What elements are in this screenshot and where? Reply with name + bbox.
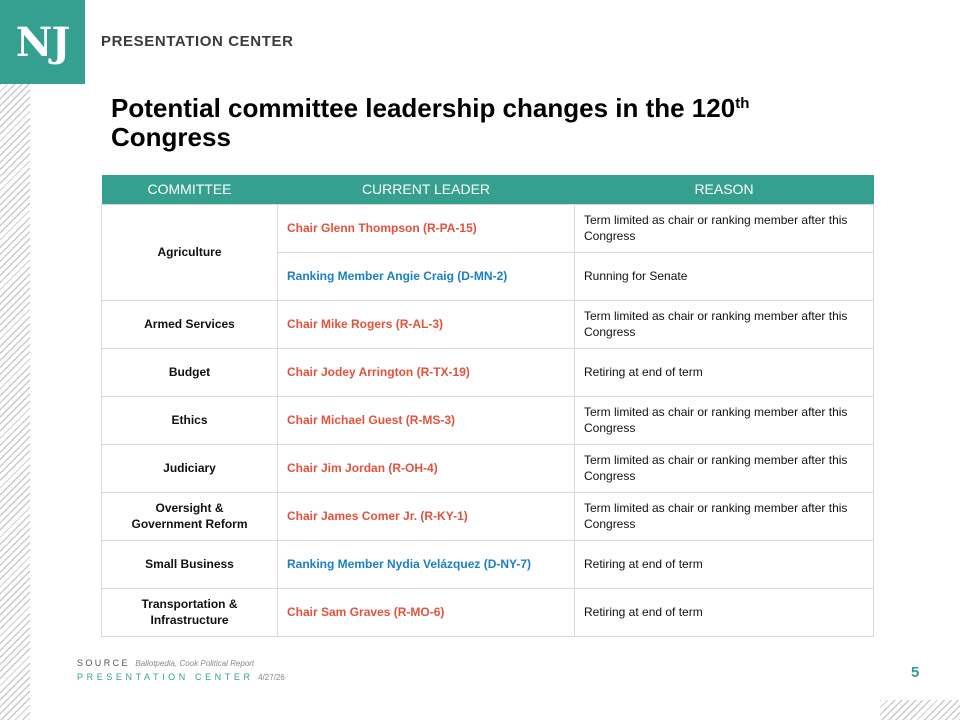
reason-cell: Retiring at end of term: [574, 587, 874, 637]
committee-table: COMMITTEE CURRENT LEADER REASON Agricult…: [101, 175, 874, 637]
committee-cell: Transportation & Infrastructure: [101, 587, 278, 637]
committee-name: Transportation & Infrastructure: [141, 597, 238, 627]
committee-name: Oversight & Government Reform: [131, 501, 248, 531]
reason-cell: Term limited as chair or ranking member …: [574, 299, 874, 349]
reason-cell: Term limited as chair or ranking member …: [574, 443, 874, 493]
table-row: Oversight & Government Reform Chair Jame…: [101, 491, 874, 541]
page-number: 5: [911, 664, 920, 681]
source-label: SOURCE: [77, 658, 130, 668]
logo-text: NJ: [15, 18, 70, 66]
reason-cell: Term limited as chair or ranking member …: [574, 395, 874, 445]
table-row: Transportation & Infrastructure Chair Sa…: [101, 587, 874, 637]
hatch-decoration-right: [880, 700, 960, 720]
committee-cell: Agriculture: [101, 203, 278, 301]
nj-logo: NJ: [0, 0, 85, 84]
slide-title: Potential committee leadership changes i…: [111, 94, 851, 152]
reason-cell: Running for Senate: [574, 251, 874, 301]
title-end: Congress: [111, 122, 231, 152]
reason-cell: Retiring at end of term: [574, 539, 874, 589]
table-row: Judiciary Chair Jim Jordan (R-OH-4) Term…: [101, 443, 874, 493]
brand-label: PRESENTATION CENTER: [101, 33, 294, 50]
header-reason: REASON: [574, 175, 874, 204]
table-row: Ethics Chair Michael Guest (R-MS-3) Term…: [101, 395, 874, 445]
leader-cell: Chair Sam Graves (R-MO-6): [277, 587, 575, 637]
source-value: Ballotpedia, Cook Political Report: [135, 659, 255, 668]
leader-cell: Chair Jodey Arrington (R-TX-19): [277, 347, 575, 397]
committee-cell: Oversight & Government Reform: [101, 491, 278, 541]
reason-cell: Term limited as chair or ranking member …: [574, 491, 874, 541]
table-row: Budget Chair Jodey Arrington (R-TX-19) R…: [101, 347, 874, 397]
header-current-leader: CURRENT LEADER: [277, 175, 575, 204]
title-superscript: th: [735, 95, 750, 112]
table-row: Armed Services Chair Mike Rogers (R-AL-3…: [101, 299, 874, 349]
footer-date: 4/27/26: [258, 673, 285, 682]
committee-cell: Armed Services: [101, 299, 278, 349]
footer-center-label: PRESENTATION CENTER: [77, 672, 254, 682]
table-row: Ranking Member Angie Craig (D-MN-2) Runn…: [102, 251, 874, 301]
committee-cell: Budget: [101, 347, 278, 397]
source-line: SOURCE Ballotpedia, Cook Political Repor…: [77, 658, 254, 668]
title-main: Potential committee leadership changes i…: [111, 93, 736, 123]
leader-cell: Chair Mike Rogers (R-AL-3): [277, 299, 575, 349]
table-header-row: COMMITTEE CURRENT LEADER REASON: [101, 175, 874, 204]
committee-cell: Judiciary: [101, 443, 278, 493]
leader-cell: Ranking Member Nydia Velázquez (D-NY-7): [277, 539, 575, 589]
table-row: Small Business Ranking Member Nydia Velá…: [101, 539, 874, 589]
committee-cell: Ethics: [101, 395, 278, 445]
leader-cell: Chair Jim Jordan (R-OH-4): [277, 443, 575, 493]
leader-cell: Chair Michael Guest (R-MS-3): [277, 395, 575, 445]
leader-cell: Chair James Comer Jr. (R-KY-1): [277, 491, 575, 541]
leader-cell: Ranking Member Angie Craig (D-MN-2): [277, 251, 575, 301]
hatch-decoration-left: [0, 84, 30, 720]
leader-cell: Chair Glenn Thompson (R-PA-15): [277, 203, 575, 253]
footer-presentation-center: PRESENTATION CENTER 4/27/26: [77, 672, 285, 682]
reason-cell: Retiring at end of term: [574, 347, 874, 397]
committee-cell: Small Business: [101, 539, 278, 589]
header-committee: COMMITTEE: [101, 175, 278, 204]
reason-cell: Term limited as chair or ranking member …: [574, 203, 874, 253]
table-row: Agriculture Chair Glenn Thompson (R-PA-1…: [101, 203, 874, 301]
